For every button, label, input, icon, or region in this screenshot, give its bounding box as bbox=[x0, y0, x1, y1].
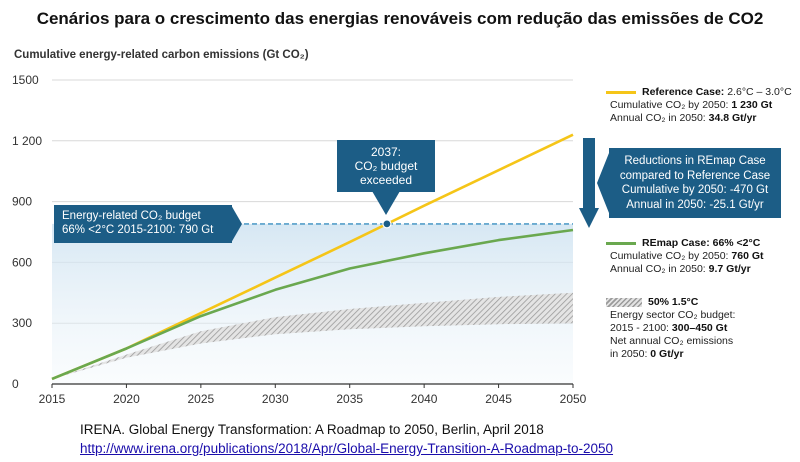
exceeded-line1: 2037: bbox=[370, 145, 402, 159]
exceeded-callout: 2037: CO₂ budget exceeded bbox=[337, 140, 435, 192]
x-tick-label: 2045 bbox=[485, 392, 512, 406]
legend-reference-line3-label: Annual CO₂ in 2050: bbox=[610, 112, 706, 124]
y-axis-title: Cumulative energy-related carbon emissio… bbox=[14, 49, 309, 61]
reductions-line1: Reductions in REmap Case bbox=[624, 155, 766, 167]
x-tick-label: 2035 bbox=[336, 392, 363, 406]
legend-reference-title: Reference Case: bbox=[642, 86, 725, 98]
legend-band-title: 50% 1.5°C bbox=[648, 296, 699, 308]
legend-remap-line3-label: Annual CO₂ in 2050: bbox=[610, 263, 706, 275]
reductions-line3: Cumulative by 2050: -470 Gt bbox=[621, 184, 769, 196]
x-tick-label: 2015 bbox=[39, 392, 66, 406]
page-title: Cenários para o crescimento das energias… bbox=[36, 9, 764, 28]
budget-exceeded-marker bbox=[382, 219, 392, 229]
x-tick-label: 2025 bbox=[188, 392, 215, 406]
remap-line bbox=[51, 228, 574, 381]
y-tick-label: 600 bbox=[12, 255, 32, 269]
legend-remap-line2-label: Cumulative CO₂ by 2050: bbox=[610, 250, 729, 262]
budget-box: Energy-related CO₂ budget 66% <2°C 2015-… bbox=[54, 205, 232, 243]
exceeded-line2: CO₂ budget bbox=[354, 159, 418, 173]
legend-reference-line3-value: 34.8 Gt/yr bbox=[708, 112, 757, 124]
legend-band-line5-value: 0 Gt/yr bbox=[650, 348, 684, 360]
legend-remap-title: REmap Case: 66% <2°C bbox=[642, 237, 761, 249]
overlay bbox=[382, 219, 392, 229]
reductions-box: Reductions in REmap Case compared to Ref… bbox=[609, 148, 781, 218]
source-citation: IRENA. Global Energy Transformation: A R… bbox=[80, 420, 613, 458]
legend-reference-line2-label: Cumulative CO₂ by 2050: bbox=[610, 99, 729, 111]
x-tick-label: 2030 bbox=[262, 392, 289, 406]
band-layer bbox=[52, 223, 573, 379]
legend-reference: Reference Case: 2.6°C – 3.0°C Cumulative… bbox=[606, 86, 792, 125]
source-link[interactable]: http://www.irena.org/publications/2018/A… bbox=[80, 441, 614, 456]
reductions-line4: Annual in 2050: -25.1 Gt/yr bbox=[626, 198, 764, 211]
legend-remap-line2-value: 760 Gt bbox=[731, 250, 764, 262]
legend-remap-line3-value: 9.7 Gt/yr bbox=[708, 263, 751, 275]
legend-band-line3-value: 300–450 Gt bbox=[671, 322, 728, 334]
budget-box-line2: 66% <2°C 2015-2100: 790 Gt bbox=[62, 224, 214, 236]
exceeded-callout-pointer bbox=[372, 191, 400, 215]
legend-band-line4: Net annual CO₂ emissions bbox=[610, 335, 734, 347]
x-tick-label: 2050 bbox=[560, 392, 587, 406]
legend-band: 50% 1.5°C Energy sector CO₂ budget: 2015… bbox=[606, 296, 735, 361]
legend-reference-title-rest: 2.6°C – 3.0°C bbox=[727, 86, 792, 98]
ticks: 0 300 600 900 1 200 1500 2015 2020 2025 2030 2035 2… bbox=[12, 73, 587, 406]
legend-band-line5-label: in 2050: bbox=[610, 348, 648, 360]
source-text: IRENA. Global Energy Transformation: A R… bbox=[80, 422, 544, 437]
y-tick-label: 1 200 bbox=[12, 134, 42, 148]
legend-band-line2: Energy sector CO₂ budget: bbox=[610, 309, 736, 321]
y-tick-label: 900 bbox=[12, 195, 32, 209]
y-tick-label: 1500 bbox=[12, 73, 39, 87]
reductions-box-notch bbox=[597, 148, 611, 218]
legend-band-line3-label: 2015 - 2100: bbox=[610, 322, 669, 334]
lines bbox=[51, 133, 574, 381]
y-tick-label: 0 bbox=[12, 377, 19, 391]
budget-box-line1: Energy-related CO₂ budget bbox=[62, 210, 201, 222]
legend-reference-swatch bbox=[606, 90, 636, 94]
x-tick-label: 2040 bbox=[411, 392, 438, 406]
reductions-line2: compared to Reference Case bbox=[619, 169, 771, 182]
band-area bbox=[52, 292, 573, 379]
legend-remap: REmap Case: 66% <2°C Cumulative CO₂ by 2… bbox=[606, 237, 764, 276]
down-arrow-icon bbox=[579, 138, 599, 228]
legend-band-swatch bbox=[606, 297, 642, 307]
legend-reference-line2-value: 1 230 Gt bbox=[731, 99, 773, 111]
legend-remap-swatch bbox=[606, 241, 636, 245]
exceeded-line3: exceeded bbox=[359, 173, 413, 187]
x-tick-label: 2020 bbox=[113, 392, 140, 406]
y-tick-label: 300 bbox=[12, 316, 32, 330]
budget-box-arrow bbox=[231, 205, 242, 243]
